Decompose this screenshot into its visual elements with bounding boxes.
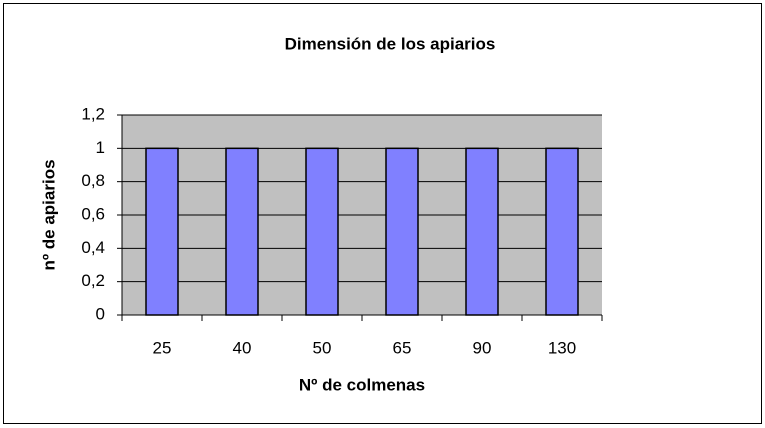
y-tick-label: 1 — [96, 138, 105, 157]
x-axis-title: Nº de colmenas — [299, 375, 425, 394]
bar — [305, 147, 339, 316]
x-tick-label: 40 — [233, 338, 252, 357]
chart-title: Dimensión de los apiarios — [285, 34, 496, 53]
y-tick-label: 0,6 — [81, 204, 105, 223]
y-tick-label: 0,8 — [81, 171, 105, 190]
x-tick-label: 130 — [548, 338, 576, 357]
bar — [225, 147, 259, 316]
x-tick-label: 65 — [393, 338, 412, 357]
bar — [145, 147, 179, 316]
y-axis-title: nº de apiarios — [39, 159, 58, 270]
y-tick-label: 0 — [96, 304, 105, 323]
y-tick-label: 1,2 — [81, 104, 105, 123]
y-tick-label: 0,4 — [81, 238, 105, 257]
x-tick-label: 25 — [153, 338, 172, 357]
x-tick-label: 50 — [313, 338, 332, 357]
bar — [545, 147, 579, 316]
bar — [465, 147, 499, 316]
y-tick-label: 0,2 — [81, 271, 105, 290]
bar — [385, 147, 419, 316]
x-tick-label: 90 — [473, 338, 492, 357]
